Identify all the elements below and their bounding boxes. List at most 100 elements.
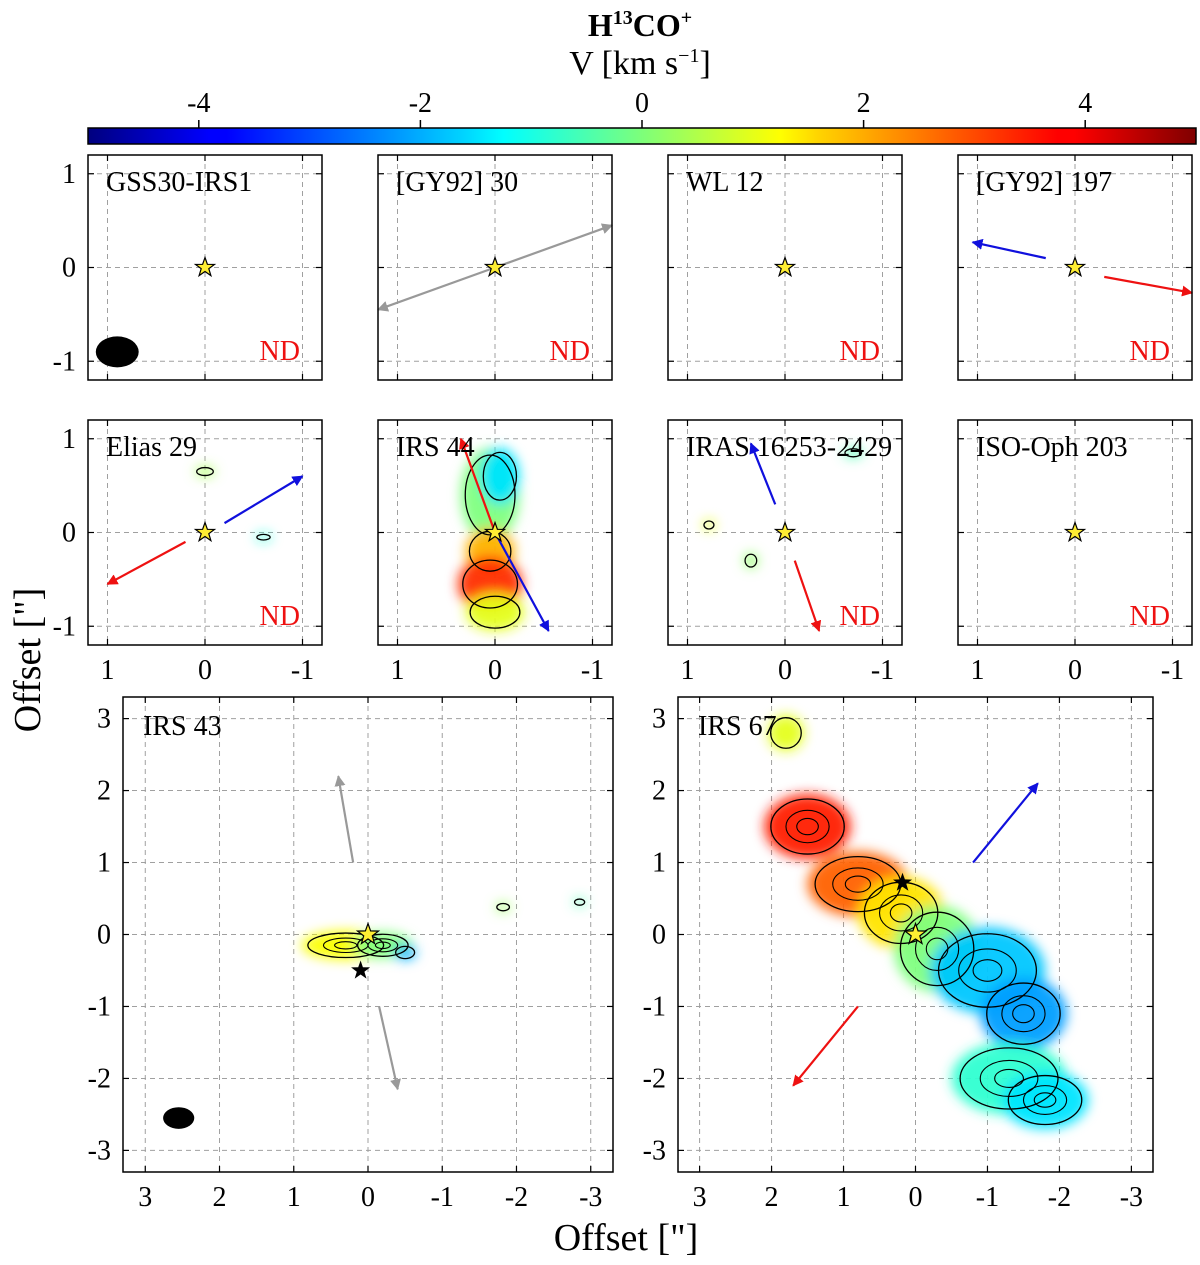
x-tick-label: 0	[909, 1182, 923, 1213]
panel-7: 1 0 -1 IRAS 16253-2429 ND	[667, 419, 903, 686]
panel-5: 1 0 -1 1 0 -1 Elias 29 ND	[53, 419, 323, 686]
contour	[958, 948, 1017, 993]
outflow-arrow-blue	[494, 531, 550, 632]
contour	[770, 717, 802, 749]
emission-blob	[465, 593, 525, 631]
panel-title: Elias 29	[106, 432, 197, 463]
panel-title: WL 12	[686, 167, 764, 198]
y-tick-label: 1	[97, 848, 111, 879]
panel-8: 1 0 -1 ISO-Oph 203 ND	[957, 419, 1193, 686]
y-tick-label: -1	[88, 991, 111, 1022]
contours	[196, 466, 271, 541]
emission-blob	[1001, 1071, 1089, 1129]
y-tick-label: -3	[643, 1135, 666, 1166]
companion-star	[351, 960, 371, 979]
y-tick-label: 3	[652, 704, 666, 735]
source-star	[193, 255, 217, 278]
beam-ellipse	[95, 336, 139, 368]
x-tick-label: 2	[765, 1182, 779, 1213]
source-star	[903, 921, 928, 945]
contour	[367, 938, 399, 953]
y-tick-label: 1	[62, 159, 76, 190]
x-tick-label: 3	[138, 1182, 152, 1213]
y-tick-label: -1	[643, 991, 666, 1022]
contour	[972, 959, 1003, 982]
x-tick-label: -2	[1048, 1182, 1071, 1213]
colorbar-title: H13CO+	[588, 7, 692, 43]
contour	[395, 945, 416, 960]
x-tick-label: 1	[681, 655, 695, 686]
panel-4: [GY92] 197 ND	[957, 154, 1194, 381]
contour	[832, 867, 884, 901]
y-tick-label: 3	[97, 704, 111, 735]
contour	[1001, 995, 1046, 1033]
x-tick-label: -3	[1120, 1182, 1143, 1213]
y-axis-label: Offset ["]	[7, 588, 49, 733]
non-detection-flag: ND	[1130, 601, 1170, 632]
colorbar-ticks: -4 -2 0 2 4	[187, 88, 1092, 128]
outflow-arrow-red	[793, 560, 822, 632]
contours	[462, 451, 521, 629]
x-tick-label: 1	[101, 655, 115, 686]
outflow-arrow-red	[106, 540, 187, 586]
x-axis-label: Offset ["]	[554, 1217, 699, 1259]
x-tick-label: 0	[1068, 655, 1082, 686]
x-tick-label: 2	[213, 1182, 227, 1213]
x-tick-label: 1	[971, 655, 985, 686]
panel-title: IRAS 16253-2429	[686, 432, 892, 463]
panel-title: GSS30-IRS1	[106, 167, 252, 198]
emission	[195, 466, 272, 541]
y-tick-label: -2	[88, 1063, 111, 1094]
source-star	[193, 520, 217, 543]
contour	[196, 466, 214, 477]
emission-blob	[767, 714, 804, 751]
emission-blob	[764, 794, 851, 859]
y-tick-label: 0	[652, 920, 666, 951]
beam-ellipse	[163, 1107, 195, 1129]
y-tick-label: 2	[652, 776, 666, 807]
panel-1: 1 0 -1 GSS30-IRS1 ND	[53, 154, 323, 381]
contour	[959, 1047, 1059, 1110]
panel-title: [GY92] 197	[976, 167, 1112, 198]
source-star	[1063, 520, 1087, 543]
x-tick-label: -1	[976, 1182, 999, 1213]
outflow-arrow-red	[792, 1005, 859, 1087]
source-star	[483, 255, 507, 278]
contour	[482, 451, 518, 501]
contour	[356, 933, 409, 957]
source-star	[773, 520, 797, 543]
contour	[844, 448, 863, 458]
contour	[899, 911, 975, 987]
contour	[462, 559, 519, 609]
non-detection-flag: ND	[550, 336, 590, 367]
emission-blob	[195, 466, 215, 477]
panel-title: ISO-Oph 203	[976, 432, 1128, 463]
x-tick-label: -1	[291, 655, 314, 686]
emission-blob	[480, 448, 520, 505]
outflow-arrow-blue	[223, 475, 304, 525]
contour	[464, 454, 516, 536]
x-tick-label: 0	[778, 655, 792, 686]
outflow-arrow-gray	[376, 266, 496, 312]
colorbar-tick-label: 2	[857, 88, 871, 119]
contours	[307, 898, 586, 960]
non-detection-flag: ND	[260, 601, 300, 632]
panel-title: IRS 67	[698, 711, 777, 742]
contour	[1022, 1085, 1068, 1115]
source-star	[1063, 255, 1087, 278]
contour	[994, 1068, 1025, 1088]
grid	[88, 420, 322, 645]
emission-blob	[393, 945, 417, 960]
contour	[914, 926, 960, 972]
contour	[469, 595, 521, 629]
emission-blob	[255, 533, 272, 541]
x-tick-label: 1	[391, 655, 405, 686]
non-detection-flag: ND	[840, 601, 880, 632]
y-tick-label: -1	[53, 611, 76, 642]
outflow-arrow-gray	[494, 223, 614, 269]
non-detection-flag: ND	[1130, 336, 1170, 367]
x-tick-label: 1	[837, 1182, 851, 1213]
panel-title: IRS 44	[396, 432, 475, 463]
x-tick-label: 1	[287, 1182, 301, 1213]
